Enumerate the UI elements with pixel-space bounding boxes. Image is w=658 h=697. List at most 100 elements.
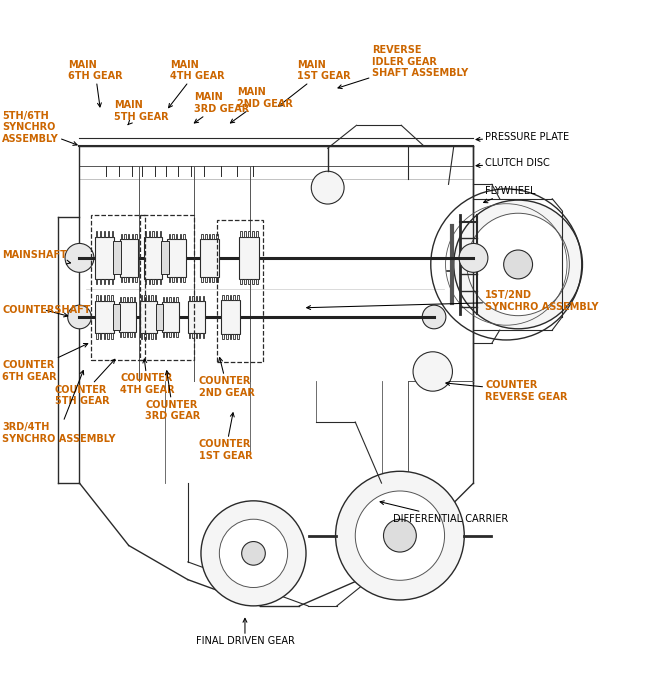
Bar — [156, 279, 157, 284]
Bar — [203, 296, 204, 301]
Bar — [111, 279, 113, 284]
Bar — [127, 297, 128, 302]
Bar — [160, 279, 161, 284]
Bar — [95, 236, 114, 279]
Bar — [95, 300, 114, 333]
Bar — [107, 333, 109, 339]
Bar — [173, 297, 174, 302]
Text: CLUTCH DISC: CLUTCH DISC — [476, 158, 550, 169]
Bar — [128, 233, 130, 239]
Bar — [239, 236, 259, 279]
Bar — [96, 296, 98, 300]
Bar — [104, 279, 105, 284]
Bar — [119, 302, 136, 332]
Bar — [168, 277, 170, 282]
Text: COUNTER
4TH GEAR: COUNTER 4TH GEAR — [120, 359, 175, 395]
Bar — [151, 333, 153, 339]
Bar — [240, 231, 241, 236]
Bar — [166, 332, 167, 337]
Bar — [222, 295, 224, 300]
Bar — [248, 231, 249, 236]
Bar — [136, 233, 137, 239]
Bar — [209, 277, 211, 282]
Bar — [155, 333, 156, 339]
Bar — [91, 215, 145, 360]
Bar — [180, 233, 181, 239]
Bar — [132, 277, 133, 282]
Bar — [104, 296, 105, 300]
Text: MAIN
6TH GEAR: MAIN 6TH GEAR — [68, 59, 122, 107]
Bar — [200, 239, 218, 277]
Bar — [156, 231, 157, 236]
Bar — [252, 231, 253, 236]
Bar — [256, 279, 257, 284]
Bar — [176, 277, 178, 282]
Bar — [136, 277, 137, 282]
Bar — [205, 233, 207, 239]
Circle shape — [454, 200, 582, 329]
Bar — [176, 297, 178, 302]
Text: FINAL DRIVEN GEAR: FINAL DRIVEN GEAR — [195, 618, 294, 646]
Bar — [176, 332, 178, 337]
Bar — [189, 332, 190, 338]
Bar — [256, 231, 257, 236]
Bar — [199, 332, 201, 338]
Text: 5TH/6TH
SYNCHRO
ASSEMBLY: 5TH/6TH SYNCHRO ASSEMBLY — [2, 111, 77, 146]
Bar — [108, 231, 109, 236]
Text: 1ST/2ND
SYNCHRO ASSEMBLY: 1ST/2ND SYNCHRO ASSEMBLY — [307, 291, 599, 312]
Bar — [161, 241, 169, 275]
Bar — [130, 332, 132, 337]
Text: MAIN
4TH GEAR: MAIN 4TH GEAR — [168, 59, 225, 108]
Bar — [145, 279, 147, 284]
Circle shape — [311, 171, 344, 204]
Bar — [120, 239, 138, 277]
Bar — [120, 332, 121, 337]
Bar — [100, 279, 101, 284]
Bar — [148, 333, 149, 339]
Bar — [151, 296, 153, 300]
Bar — [113, 304, 120, 330]
Bar — [252, 279, 253, 284]
Bar — [234, 295, 235, 300]
Bar — [163, 332, 164, 337]
Bar — [217, 220, 263, 362]
Bar — [222, 334, 224, 339]
Bar — [134, 332, 135, 337]
Bar — [157, 304, 163, 330]
Bar — [226, 295, 228, 300]
Bar — [230, 334, 231, 339]
Bar — [111, 333, 113, 339]
Bar — [184, 233, 185, 239]
Bar — [226, 334, 228, 339]
Circle shape — [241, 542, 265, 565]
Bar — [145, 231, 147, 236]
Bar — [172, 233, 174, 239]
Bar — [96, 333, 98, 339]
Bar — [152, 231, 154, 236]
Bar — [148, 296, 149, 300]
Bar — [96, 231, 97, 236]
Bar — [128, 277, 130, 282]
Text: COUNTER
5TH GEAR: COUNTER 5TH GEAR — [55, 359, 115, 406]
Bar — [203, 332, 204, 338]
Bar — [123, 332, 124, 337]
Bar — [168, 239, 186, 277]
Bar — [144, 333, 145, 339]
Circle shape — [355, 491, 445, 581]
Bar — [111, 231, 113, 236]
Bar — [149, 279, 150, 284]
Bar — [169, 332, 171, 337]
Text: COUNTER
1ST GEAR: COUNTER 1ST GEAR — [199, 413, 253, 461]
Bar — [120, 277, 122, 282]
Bar — [111, 296, 113, 300]
Bar — [201, 233, 203, 239]
Circle shape — [219, 519, 288, 588]
Bar — [141, 296, 142, 300]
Bar — [149, 231, 150, 236]
Circle shape — [467, 213, 569, 316]
Text: REVERSE
IDLER GEAR
SHAFT ASSEMBLY: REVERSE IDLER GEAR SHAFT ASSEMBLY — [338, 45, 468, 89]
Bar — [237, 334, 239, 339]
Bar — [248, 279, 249, 284]
Bar — [173, 332, 174, 337]
Bar — [104, 231, 105, 236]
